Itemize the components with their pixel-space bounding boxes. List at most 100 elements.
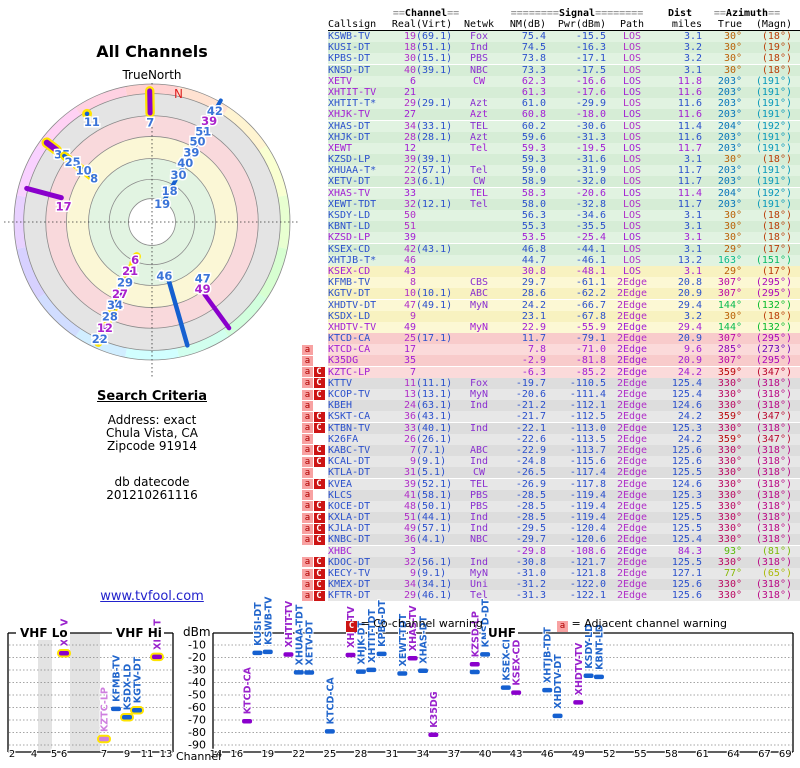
cell-d: 11.7 [677, 142, 702, 154]
station-label: XHTIT-TV [284, 600, 295, 647]
cell-m: (18°) [761, 154, 792, 166]
cell-d: 24.2 [677, 411, 702, 423]
cell-pw: -113.7 [569, 444, 606, 456]
cell-n: Tel [469, 142, 489, 154]
table-row: a C KZTC-LP 7 -6.3 -85.2 2Edge 24.2 359° (347°) [300, 366, 800, 378]
cell-pw: -32.0 [575, 176, 606, 188]
cell-v: (39.1) [416, 64, 453, 76]
cell-d: 125.5 [671, 512, 702, 524]
table-header-groups: ==Channel== ========Signal======== Dist … [328, 8, 800, 19]
table-row: a C KJLA-DT 49(57.1) Ind -29.5 -120.4 2Edge 125.… [300, 523, 800, 535]
cell-t: 30° [723, 154, 742, 166]
radar-channel-label: 46 [156, 269, 172, 283]
search-city: Chula Vista, CA [106, 426, 198, 440]
cell-pw: -46.1 [575, 254, 606, 266]
cell-d: 20.9 [677, 355, 702, 367]
cell-v: (43.1) [416, 411, 453, 423]
station-label: XHUAA-TDT [294, 604, 305, 665]
co-channel-warning-badge: C [313, 501, 325, 512]
radar-channel-label: 49 [195, 282, 211, 296]
signal-level-marker [293, 670, 304, 675]
channel-tick-label: 7 [101, 749, 107, 760]
cell-r: 24 [403, 400, 416, 412]
channel-axis-label: Channel [176, 750, 222, 763]
cell-nm: 24.2 [521, 299, 546, 311]
cell-d: 3.1 [683, 154, 702, 166]
station-label: KFMB-TV [112, 654, 123, 702]
co-channel-warning-badge: C [313, 590, 325, 601]
tvfool-link[interactable]: www.tvfool.com [100, 589, 204, 604]
dbm-tick-label: -40 [188, 676, 206, 689]
table-row: KSEX-CD 43 30.8 -48.1 LOS 3.1 29° (17°) [300, 265, 800, 277]
cell-p: LOS [622, 176, 642, 188]
cell-p: LOS [622, 254, 642, 266]
column-header-nmdb: NM(dB) [509, 19, 546, 30]
cell-t: 30° [723, 42, 742, 54]
signal-level-marker [542, 687, 553, 693]
cell-c: KTBN-TV [328, 422, 371, 434]
adjacent-channel-warning-badge: a [302, 512, 313, 523]
true-north-label: TrueNorth [122, 68, 182, 82]
radar-channel-label: 39 [183, 145, 199, 159]
cell-d: 3.1 [683, 31, 702, 42]
channel-tick-label: 6 [61, 749, 67, 760]
uhf-label: UHF [486, 626, 518, 640]
cell-c: XEWT [328, 142, 353, 154]
cell-m: (18°) [761, 53, 792, 65]
cell-pw: -120.4 [569, 523, 606, 535]
cell-d: 11.6 [677, 131, 702, 143]
column-header-virt: (Virt) [416, 19, 453, 30]
cell-v: (5.1) [416, 467, 447, 479]
channel-tick-label: 13 [160, 749, 173, 760]
cell-t: 203° [717, 109, 742, 121]
cell-pw: -55.9 [575, 321, 606, 333]
cell-nm: -29.7 [515, 534, 546, 546]
channel-tick-label: 31 [386, 749, 399, 760]
cell-v: (50.1) [416, 500, 453, 512]
radar-channel-label: 22 [92, 332, 108, 346]
cell-p: LOS [622, 142, 642, 154]
cell-t: 330° [717, 478, 742, 490]
cell-t: 330° [717, 579, 742, 591]
station-label: KSEX-CD [501, 634, 512, 680]
cell-c: K35DG [328, 355, 359, 367]
cell-nm: 60.2 [521, 120, 546, 132]
cell-r: 7 [409, 444, 416, 456]
cell-m: (318°) [755, 512, 792, 524]
cell-c: KTTV [328, 377, 353, 389]
cell-c: KJLA-DT [328, 523, 371, 535]
table-row: a C KTBN-TV 33(40.1) Ind -22.1 -113.0 2Edge 125.… [300, 422, 800, 434]
cell-p: 2Edge [616, 568, 648, 579]
cell-v: (51.1) [416, 42, 453, 54]
cell-d: 11.7 [677, 198, 702, 210]
radar-channel-label: 27 [112, 287, 128, 301]
cell-m: (295°) [755, 288, 792, 300]
signal-level-marker [132, 708, 142, 713]
cell-t: 30° [723, 53, 742, 65]
table-row: a C KECY-TV 9(9.1) MyN -31.0 -121.8 2Edge 127.1 7… [300, 568, 800, 579]
cell-pw: -108.6 [569, 545, 606, 557]
cell-r: 28 [403, 131, 416, 143]
cell-nm: 62.3 [521, 75, 546, 87]
cell-nm: -22.6 [515, 433, 546, 445]
cell-d: 9.6 [683, 344, 702, 356]
cell-t: 204° [717, 187, 742, 199]
co-channel-warning-badge: C [313, 512, 325, 523]
cell-m: (318°) [755, 478, 792, 490]
cell-d: 29.4 [677, 321, 702, 333]
co-channel-warning-badge: C [313, 389, 325, 400]
signal-level-marker [593, 674, 604, 680]
table-row: KFMB-TV 8 CBS 29.7 -61.1 2Edge 20.8 307° (295°) [300, 277, 800, 289]
cell-n: Azt [469, 131, 489, 143]
radar-channel-label: 47 [195, 271, 211, 285]
cell-n: Fox [469, 31, 489, 42]
station-label: KTCD-CA [243, 666, 254, 714]
cell-d: 124.6 [671, 400, 702, 412]
cell-nm: -26.5 [515, 467, 546, 479]
cell-pw: -66.7 [575, 299, 606, 311]
adjacent-channel-warning-badge: a [302, 400, 313, 411]
station-marker [84, 111, 90, 117]
cell-v: (56.1) [416, 556, 453, 568]
cell-pw: -15.5 [575, 31, 606, 42]
cell-p: LOS [622, 131, 642, 143]
